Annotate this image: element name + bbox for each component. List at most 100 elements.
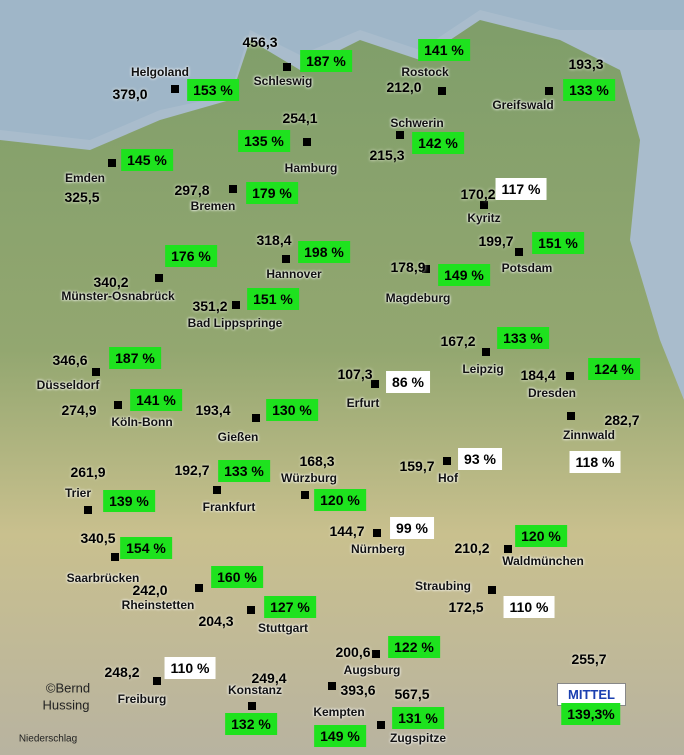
station-percent: 176 % (165, 245, 217, 267)
station-percent: 130 % (266, 399, 318, 421)
station-percent: 154 % (120, 537, 172, 559)
station-amount: 393,6 (340, 682, 376, 698)
station-percent: 131 % (392, 707, 444, 729)
station-marker (504, 545, 512, 553)
station-marker (443, 457, 451, 465)
credit: Hussing (42, 697, 90, 713)
station-amount: 261,9 (70, 464, 106, 480)
station-percent: 122 % (388, 636, 440, 658)
station-marker (252, 414, 260, 422)
station-percent: 187 % (300, 50, 352, 72)
station-name: Kyritz (467, 211, 501, 225)
station-amount: 567,5 (394, 686, 430, 702)
station-marker (248, 702, 256, 710)
station-amount: 168,3 (299, 453, 335, 469)
station-percent: 133 % (563, 79, 615, 101)
station-amount: 172,5 (448, 599, 484, 615)
station-marker (482, 348, 490, 356)
station-name: Hannover (266, 267, 322, 281)
station-name: Rostock (401, 65, 449, 79)
station-name: Würzburg (281, 471, 337, 485)
station-marker (422, 265, 430, 273)
station-marker (282, 255, 290, 263)
station-name: Emden (64, 171, 106, 185)
station-marker (372, 650, 380, 658)
station-percent: 110 % (503, 596, 555, 618)
station-amount: 199,7 (478, 233, 514, 249)
station-amount: 282,7 (604, 412, 640, 428)
station-marker (153, 677, 161, 685)
station-name: Frankfurt (202, 500, 256, 514)
station-name: Waldmünchen (502, 554, 584, 568)
station-name: Schleswig (253, 74, 313, 88)
station-amount: 204,3 (198, 613, 234, 629)
mean-percent: 139,3% (561, 703, 621, 725)
station-amount: 159,7 (399, 458, 435, 474)
station-name: Straubing (415, 579, 471, 593)
station-name: Bad Lippspringe (187, 316, 283, 330)
station-name: Stuttgart (258, 621, 308, 635)
station-name: Trier (64, 486, 92, 500)
station-percent: 160 % (211, 566, 263, 588)
station-amount: 242,0 (132, 582, 168, 598)
mean-amount: 255,7 (571, 651, 607, 667)
station-marker (303, 138, 311, 146)
station-percent: 99 % (390, 517, 434, 539)
station-name: Rheinstetten (121, 598, 195, 612)
station-marker (229, 185, 237, 193)
station-amount: 215,3 (369, 147, 405, 163)
station-name: Hamburg (284, 161, 338, 175)
station-percent: 153 % (187, 79, 239, 101)
station-marker (567, 412, 575, 420)
station-percent: 149 % (438, 264, 490, 286)
station-amount: 297,8 (174, 182, 210, 198)
station-amount: 346,6 (52, 352, 88, 368)
station-name: Magdeburg (385, 291, 451, 305)
station-percent: 139 % (103, 490, 155, 512)
station-amount: 351,2 (192, 298, 228, 314)
station-name: Münster-Osnabrück (61, 289, 175, 303)
station-name: Freiburg (117, 692, 167, 706)
station-amount: 192,7 (174, 462, 210, 478)
station-marker (371, 380, 379, 388)
station-amount: 248,2 (104, 664, 140, 680)
station-marker (232, 301, 240, 309)
station-percent: 149 % (314, 725, 366, 747)
station-marker (213, 486, 221, 494)
station-marker (108, 159, 116, 167)
station-percent: 110 % (164, 657, 216, 679)
station-name: Bremen (190, 199, 236, 213)
station-percent: 141 % (418, 39, 470, 61)
station-marker (566, 372, 574, 380)
station-marker (155, 274, 163, 282)
station-amount: 178,9 (390, 259, 426, 275)
station-amount: 107,3 (337, 366, 373, 382)
station-amount: 212,0 (386, 79, 422, 95)
station-marker (377, 721, 385, 729)
station-percent: 86 % (386, 371, 430, 393)
station-amount: 170,2 (460, 186, 496, 202)
station-amount: 193,4 (195, 402, 231, 418)
station-marker (396, 131, 404, 139)
station-percent: 198 % (298, 241, 350, 263)
station-percent: 124 % (588, 358, 640, 380)
station-marker (301, 491, 309, 499)
station-marker (283, 63, 291, 71)
station-percent: 135 % (238, 130, 290, 152)
station-name: Hof (438, 471, 458, 485)
station-marker (438, 87, 446, 95)
station-name: Dresden (527, 386, 577, 400)
station-marker (488, 586, 496, 594)
station-name: Erfurt (346, 396, 380, 410)
station-percent: 93 % (458, 448, 502, 470)
station-name: Gießen (217, 430, 259, 444)
station-amount: 200,6 (335, 644, 371, 660)
station-percent: 133 % (218, 460, 270, 482)
station-name: Kempten (313, 705, 365, 719)
station-amount: 193,3 (568, 56, 604, 72)
station-name: Konstanz (228, 683, 282, 697)
station-marker (92, 368, 100, 376)
station-name: Köln-Bonn (111, 415, 173, 429)
station-name: Zinnwald (563, 428, 615, 442)
station-marker (111, 553, 119, 561)
